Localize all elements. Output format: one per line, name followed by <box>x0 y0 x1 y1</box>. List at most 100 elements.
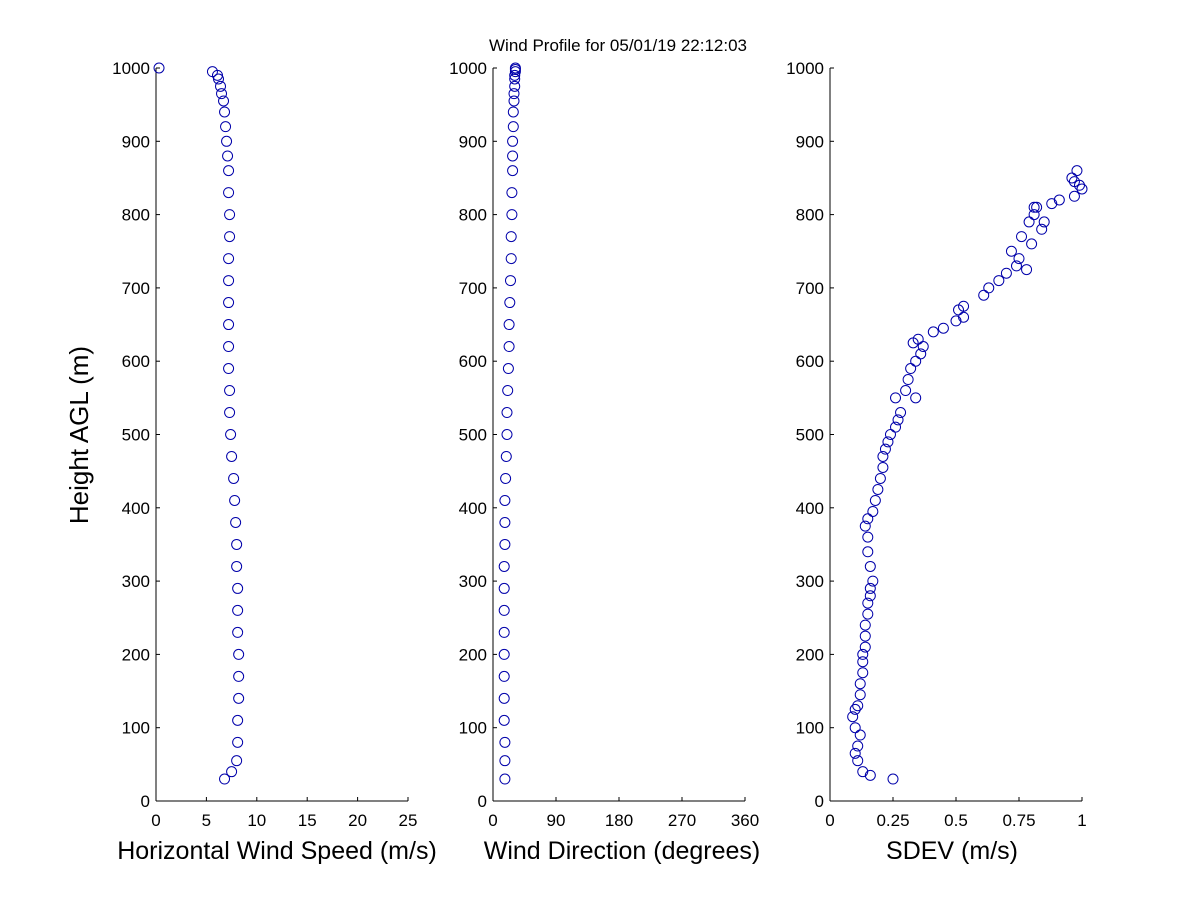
data-point <box>900 385 912 397</box>
data-point <box>231 755 243 767</box>
data-point <box>233 670 245 682</box>
x-tick-label: 90 <box>547 811 566 830</box>
data-point <box>892 414 904 426</box>
data-point <box>852 740 864 752</box>
data-point <box>1005 245 1017 257</box>
data-point <box>507 121 519 133</box>
data-point <box>226 766 238 778</box>
data-point <box>507 135 519 147</box>
data-point <box>499 538 511 550</box>
data-point <box>1028 201 1040 213</box>
x-tick-label: 180 <box>605 811 633 830</box>
x-tick-label: 25 <box>399 811 418 830</box>
y-tick-label: 300 <box>122 572 150 591</box>
data-point <box>937 322 949 334</box>
data-point <box>862 531 874 543</box>
data-point <box>223 165 235 177</box>
y-tick-label: 300 <box>796 572 824 591</box>
data-point <box>884 429 896 440</box>
data-point <box>859 619 871 631</box>
data-point <box>862 513 874 525</box>
data-point <box>215 80 227 92</box>
data-point <box>230 516 242 528</box>
data-point <box>1026 238 1038 250</box>
data-point <box>501 429 513 440</box>
data-point <box>854 729 866 741</box>
data-point <box>226 450 238 462</box>
x-axis-label: Wind Direction (degrees) <box>484 837 761 865</box>
x-axis-label: Horizontal Wind Speed (m/s) <box>117 837 437 865</box>
data-point <box>222 150 234 162</box>
data-point <box>958 300 970 312</box>
data-point <box>508 95 520 107</box>
data-point <box>854 689 866 701</box>
data-point <box>1066 172 1078 184</box>
x-tick-label: 0 <box>825 811 834 830</box>
data-point <box>224 385 236 397</box>
data-point <box>498 582 510 594</box>
y-tick-label: 300 <box>459 572 487 591</box>
data-point <box>867 575 879 587</box>
data-point <box>1071 165 1083 177</box>
data-point <box>219 773 231 785</box>
y-axis-label: Height AGL (m) <box>64 346 94 524</box>
data-point <box>862 546 874 558</box>
data-point <box>232 736 244 748</box>
y-tick-label: 200 <box>796 645 824 664</box>
x-tick-label: 10 <box>247 811 266 830</box>
data-point <box>505 231 517 243</box>
data-point <box>849 747 861 759</box>
data-point <box>857 766 869 778</box>
data-point <box>223 187 235 199</box>
data-point <box>232 714 244 726</box>
y-tick-label: 1000 <box>112 59 150 78</box>
data-point <box>153 62 165 74</box>
y-tick-label: 600 <box>122 352 150 371</box>
y-tick-label: 100 <box>122 719 150 738</box>
data-point <box>864 582 876 594</box>
data-point <box>503 341 515 353</box>
data-point <box>958 311 970 323</box>
data-point <box>859 520 871 532</box>
y-tick-label: 800 <box>796 206 824 225</box>
y-tick-label: 900 <box>796 132 824 151</box>
y-tick-label: 500 <box>459 426 487 445</box>
data-point <box>857 667 869 679</box>
data-point <box>877 461 889 473</box>
data-point <box>232 582 244 594</box>
data-point <box>864 560 876 572</box>
data-point <box>879 443 891 455</box>
data-point <box>859 630 871 642</box>
data-point <box>910 355 922 367</box>
data-point <box>233 692 245 704</box>
data-point <box>224 209 236 221</box>
data-point <box>849 703 861 715</box>
data-point <box>231 560 243 572</box>
data-point <box>1013 253 1025 265</box>
data-point <box>507 165 519 177</box>
data-point <box>859 641 871 653</box>
data-point <box>506 187 518 199</box>
data-point <box>232 604 244 616</box>
data-point <box>864 590 876 602</box>
data-point <box>502 385 514 397</box>
data-point <box>220 121 232 133</box>
y-tick-label: 1000 <box>449 59 487 78</box>
data-point <box>1046 198 1058 210</box>
data-point <box>499 736 511 748</box>
data-point <box>857 648 869 660</box>
data-point <box>1053 194 1065 206</box>
data-point <box>223 253 235 265</box>
data-point <box>503 319 515 331</box>
data-point <box>864 769 876 781</box>
data-point <box>498 626 510 638</box>
data-point <box>498 648 510 660</box>
data-point <box>915 348 927 360</box>
y-tick-label: 600 <box>459 352 487 371</box>
data-point <box>499 773 511 785</box>
chart-title: Wind Profile for 05/01/19 22:12:03 <box>489 36 747 55</box>
y-tick-label: 0 <box>141 792 150 811</box>
data-point <box>223 341 235 353</box>
data-point <box>917 341 929 353</box>
